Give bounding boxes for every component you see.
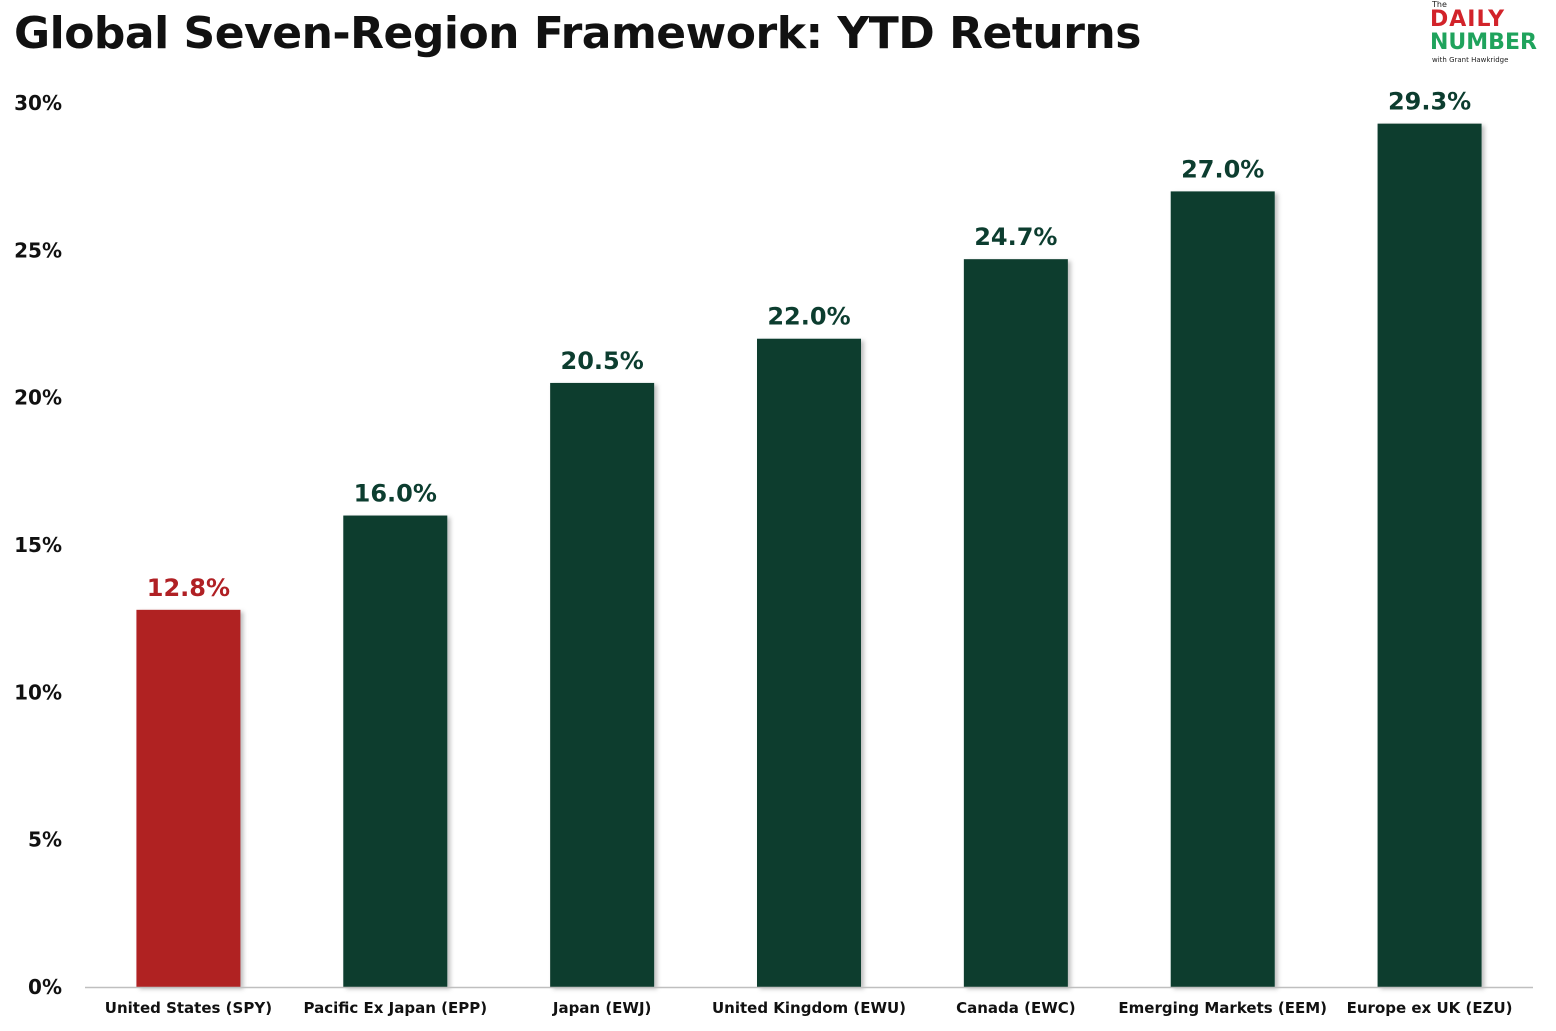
- bar: [963, 259, 1068, 987]
- y-tick-label: 15%: [14, 533, 62, 557]
- x-category-label: United States (SPY): [105, 999, 272, 1017]
- bar-data-label: 22.0%: [767, 303, 850, 331]
- chart-title: Global Seven-Region Framework: YTD Retur…: [14, 8, 1141, 59]
- bar-data-label: 12.8%: [147, 574, 230, 602]
- bar-data-label: 24.7%: [974, 223, 1057, 251]
- y-tick-label: 25%: [14, 238, 62, 262]
- bar: [136, 609, 241, 987]
- logo-the-text: The: [1432, 0, 1447, 9]
- bar: [1377, 123, 1482, 988]
- bar-data-label: 29.3%: [1388, 88, 1471, 116]
- logo-subtitle: with Grant Hawkridge: [1432, 56, 1509, 64]
- bars-group: 12.8% 16.0% 20.5% 22.0% 24.7% 27.0% 29.3%: [136, 88, 1482, 988]
- y-tick-label: 5%: [28, 828, 62, 852]
- bar-data-label: 20.5%: [561, 347, 644, 375]
- bar-data-label: 16.0%: [354, 480, 437, 508]
- x-category-label: Europe ex UK (EZU): [1347, 999, 1513, 1017]
- bar: [343, 515, 448, 987]
- daily-number-logo: The DAILY NUMBER with Grant Hawkridge: [1424, 0, 1556, 66]
- x-axis: United States (SPY) Pacific Ex Japan (EPP…: [85, 986, 1533, 1017]
- x-category-label: United Kingdom (EWU): [712, 999, 906, 1017]
- bar-data-label: 27.0%: [1181, 155, 1264, 183]
- bar: [1170, 191, 1275, 987]
- x-category-label: Emerging Markets (EEM): [1118, 999, 1327, 1017]
- bar: [550, 382, 655, 987]
- y-axis: 0% 5% 10% 15% 20% 25% 30%: [14, 91, 62, 999]
- y-tick-label: 0%: [28, 975, 62, 999]
- y-tick-label: 20%: [14, 386, 62, 410]
- x-category-label: Canada (EWC): [956, 999, 1076, 1017]
- x-category-label: Japan (EWJ): [552, 999, 652, 1017]
- bar: [757, 338, 861, 987]
- y-tick-label: 30%: [14, 91, 62, 115]
- x-category-label: Pacific Ex Japan (EPP): [304, 999, 488, 1017]
- logo-number-text: NUMBER: [1430, 30, 1537, 55]
- y-tick-label: 10%: [14, 680, 62, 704]
- logo-daily-text: DAILY: [1430, 7, 1505, 32]
